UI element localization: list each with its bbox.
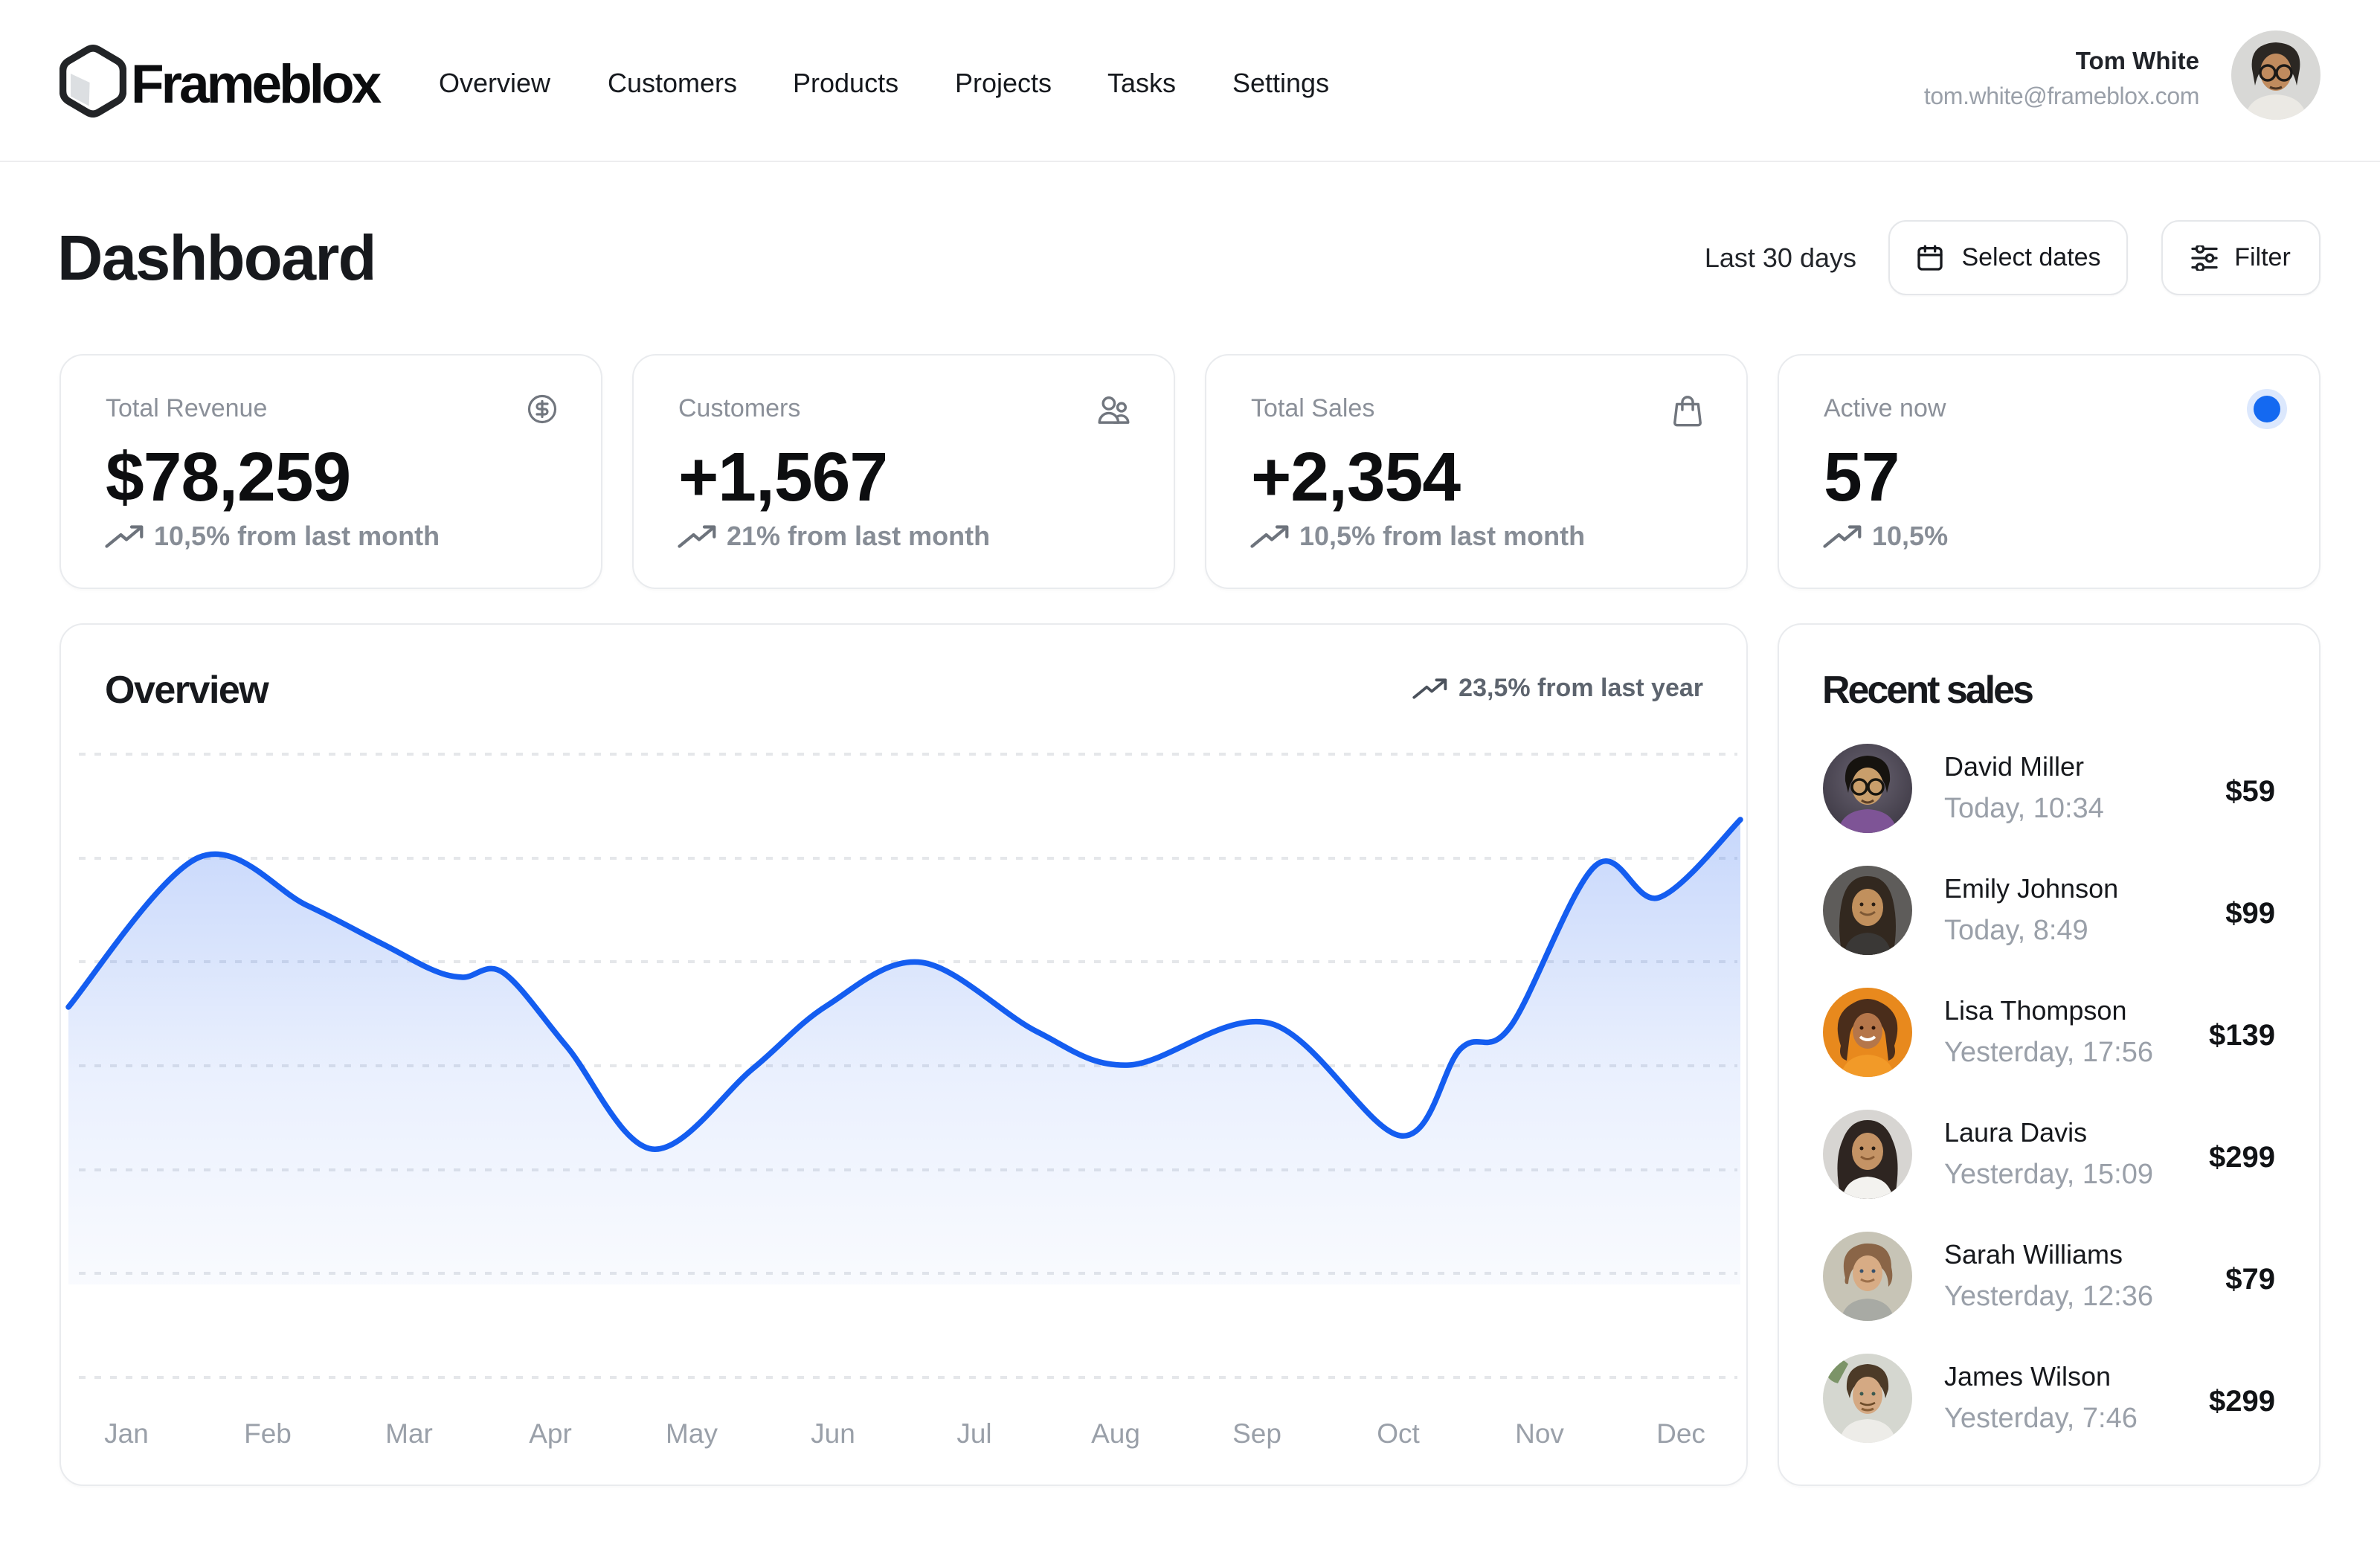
svg-text:Dec: Dec <box>1656 1418 1705 1449</box>
svg-text:Aug: Aug <box>1091 1418 1140 1449</box>
svg-text:Nov: Nov <box>1515 1418 1564 1449</box>
svg-text:Jan: Jan <box>104 1418 149 1449</box>
svg-text:Jun: Jun <box>811 1418 855 1449</box>
svg-text:Oct: Oct <box>1377 1418 1420 1449</box>
svg-text:Mar: Mar <box>385 1418 433 1449</box>
svg-text:Sep: Sep <box>1232 1418 1281 1449</box>
svg-text:Jul: Jul <box>956 1418 991 1449</box>
svg-text:Feb: Feb <box>244 1418 292 1449</box>
svg-text:May: May <box>666 1418 718 1449</box>
svg-text:Apr: Apr <box>529 1418 572 1449</box>
